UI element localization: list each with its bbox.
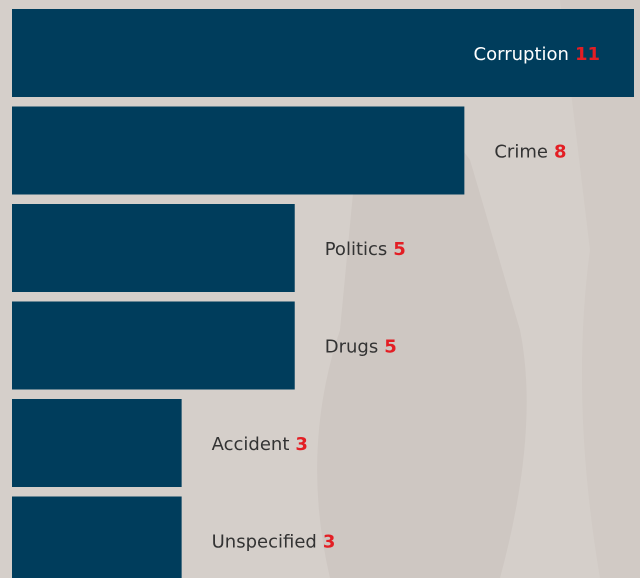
background-silhouette: [560, 0, 640, 578]
bar-value-label: 5: [393, 239, 406, 260]
bar: [12, 301, 295, 390]
background-silhouette: [317, 111, 527, 578]
bar-value-label: 3: [323, 532, 336, 553]
bar-category-label: Accident: [212, 434, 290, 455]
bar-category-label: Politics: [325, 239, 388, 260]
bar: [12, 106, 465, 195]
bar-category-label: Corruption: [474, 44, 569, 65]
bar: [12, 9, 634, 97]
bar-value-label: 11: [575, 44, 600, 65]
bar-value-label: 8: [554, 142, 567, 163]
bar: [12, 399, 182, 487]
bar-category-label: Crime: [494, 142, 548, 163]
bar: [12, 204, 295, 292]
bar-category-label: Drugs: [325, 337, 378, 358]
bar-value-label: 3: [295, 434, 308, 455]
bar-value-label: 5: [384, 337, 397, 358]
bar-category-label: Unspecified: [212, 532, 317, 553]
bar: [12, 496, 182, 578]
